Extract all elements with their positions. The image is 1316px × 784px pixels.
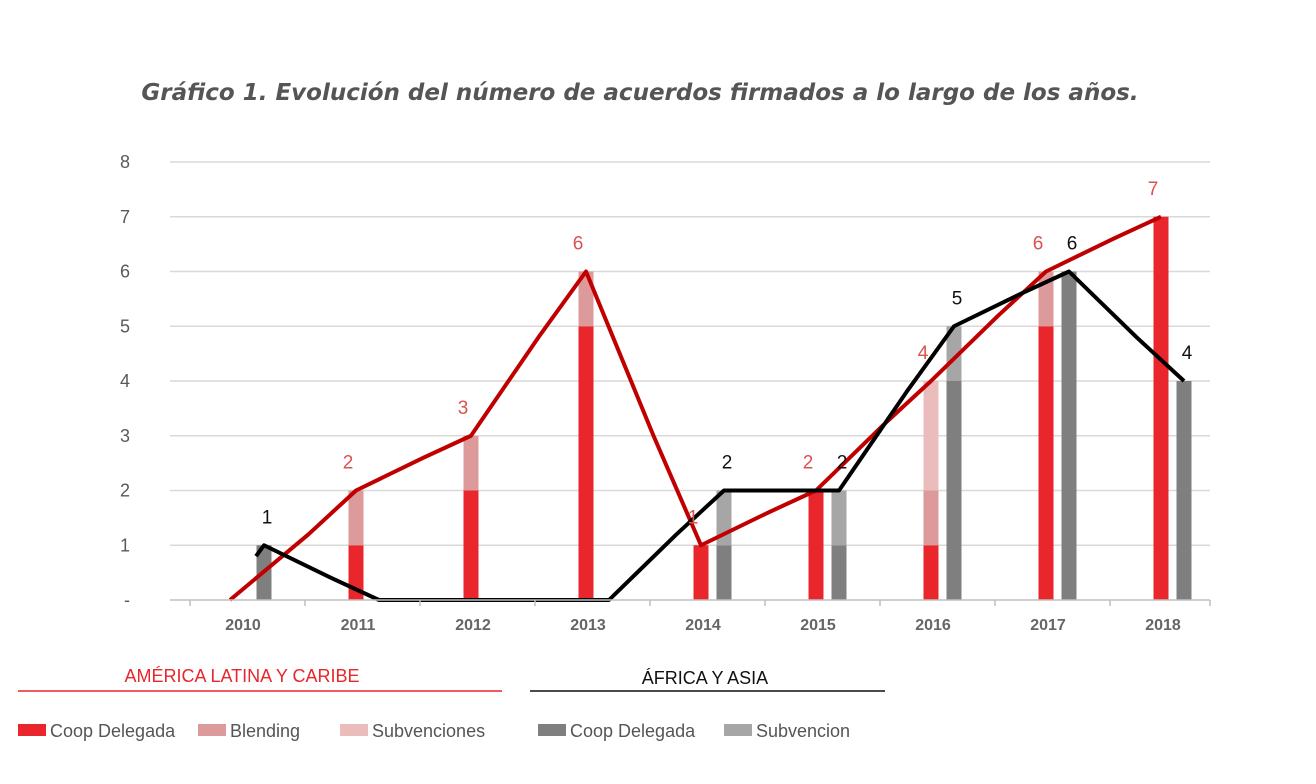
- legend-label: Coop Delegada: [50, 721, 176, 741]
- bar-segment: [831, 545, 847, 600]
- bar-segment: [716, 545, 732, 600]
- data-label: 1: [688, 507, 699, 528]
- data-label: 2: [343, 453, 354, 474]
- x-tick-label: 2017: [1030, 617, 1066, 634]
- bar-segment: [1153, 216, 1169, 600]
- legend-swatch: [724, 724, 752, 736]
- bar-segment: [348, 490, 364, 546]
- y-tick-label: 4: [120, 371, 130, 391]
- data-labels: 2 3 6 1 2 4 6 7 1 2 2 5 6 4: [262, 179, 1193, 529]
- legend-swatch: [538, 724, 566, 736]
- trend-lines: [228, 214, 1186, 602]
- region-labels: AMÉRICA LATINA Y CARIBE ÁFRICA Y ASIA: [18, 666, 885, 692]
- bar-segment: [946, 326, 962, 381]
- y-tick-label: 8: [120, 152, 130, 172]
- legend-label: Blending: [230, 721, 300, 741]
- x-tick-label: 2018: [1145, 617, 1181, 634]
- bar-segment: [463, 490, 479, 600]
- bar-segment: [923, 545, 939, 600]
- bar-segment: [578, 326, 594, 600]
- bar-segment: [1176, 381, 1192, 600]
- bar-segment: [831, 490, 847, 546]
- legend-swatch: [18, 724, 46, 736]
- data-label: 6: [573, 234, 584, 255]
- data-label: 2: [803, 453, 814, 474]
- line-africa-asia: [254, 269, 1186, 602]
- data-label: 6: [1067, 234, 1078, 255]
- bar-segment: [946, 381, 962, 600]
- data-label: 3: [458, 398, 469, 419]
- legend-label: Subvencion: [756, 721, 850, 741]
- x-tick-label: 2010: [225, 617, 261, 634]
- data-label: 2: [837, 453, 848, 474]
- gridlines: [170, 161, 1210, 546]
- x-tick-label: 2014: [685, 617, 721, 634]
- data-label: 1: [262, 507, 273, 528]
- x-tick-label: 2013: [570, 617, 606, 634]
- bar-segment: [923, 490, 939, 546]
- x-tick-label: 2015: [800, 617, 836, 634]
- y-tick-label: 5: [120, 316, 130, 336]
- data-label: 4: [1182, 343, 1193, 364]
- data-label: 7: [1148, 179, 1159, 200]
- legend-label: Subvenciones: [372, 721, 485, 741]
- y-tick-label: 7: [120, 207, 130, 227]
- region-label-america-latina: AMÉRICA LATINA Y CARIBE: [124, 666, 359, 686]
- x-tick-label: 2012: [455, 617, 491, 634]
- legend-swatch: [198, 724, 226, 736]
- line-america-latina: [228, 214, 1162, 602]
- data-label: 6: [1033, 234, 1044, 255]
- bar-segment: [1038, 326, 1054, 600]
- data-label: 5: [952, 288, 963, 309]
- legend: Coop Delegada Blending Subvenciones Coop De…: [18, 721, 850, 741]
- chart-title: Gráfico 1. Evolución del número de acuer…: [141, 80, 1138, 106]
- legend-swatch: [340, 724, 368, 736]
- x-axis: 2010 2011 2012 2013 2014 2015 2016 2017 2018: [170, 599, 1211, 634]
- bar-segment: [463, 435, 479, 491]
- data-label: 4: [918, 343, 929, 364]
- bars: [256, 216, 1192, 600]
- data-label: 2: [722, 453, 733, 474]
- bar-segment: [808, 490, 824, 600]
- x-tick-label: 2016: [915, 617, 951, 634]
- region-label-africa-asia: ÁFRICA Y ASIA: [642, 668, 768, 688]
- x-tick-label: 2011: [341, 617, 376, 634]
- y-tick-label: 3: [120, 426, 130, 446]
- y-tick-label: 1: [120, 535, 130, 555]
- y-tick-label: 6: [120, 262, 130, 282]
- bar-segment: [1061, 271, 1077, 600]
- y-tick-label: -: [124, 590, 130, 610]
- legend-label: Coop Delegada: [570, 721, 696, 741]
- y-axis-ticks: - 1 2 3 4 5 6 7 8: [120, 152, 130, 610]
- bar-segment: [693, 545, 709, 600]
- bar-segment: [923, 381, 939, 491]
- y-tick-label: 2: [120, 481, 130, 501]
